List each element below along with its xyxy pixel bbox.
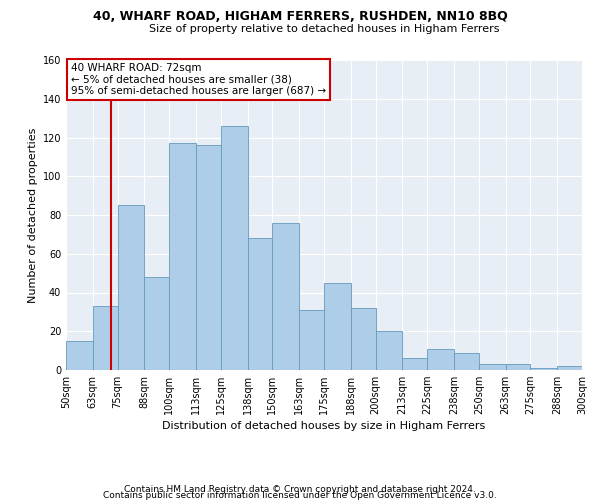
Bar	[454, 352, 479, 370]
X-axis label: Distribution of detached houses by size in Higham Ferrers: Distribution of detached houses by size …	[163, 422, 485, 432]
Title: Size of property relative to detached houses in Higham Ferrers: Size of property relative to detached ho…	[149, 24, 499, 34]
Bar	[506, 364, 530, 370]
Bar	[221, 126, 248, 370]
Text: 40, WHARF ROAD, HIGHAM FERRERS, RUSHDEN, NN10 8BQ: 40, WHARF ROAD, HIGHAM FERRERS, RUSHDEN,…	[92, 10, 508, 23]
Bar	[145, 277, 169, 370]
Bar	[66, 341, 93, 370]
Text: Contains HM Land Registry data © Crown copyright and database right 2024.: Contains HM Land Registry data © Crown c…	[124, 484, 476, 494]
Text: 40 WHARF ROAD: 72sqm
← 5% of detached houses are smaller (38)
95% of semi-detach: 40 WHARF ROAD: 72sqm ← 5% of detached ho…	[71, 63, 326, 96]
Bar	[376, 331, 403, 370]
Bar	[118, 206, 145, 370]
Bar	[479, 364, 506, 370]
Bar	[557, 366, 582, 370]
Y-axis label: Number of detached properties: Number of detached properties	[28, 128, 38, 302]
Bar	[93, 306, 118, 370]
Bar	[248, 238, 272, 370]
Bar	[403, 358, 427, 370]
Text: Contains public sector information licensed under the Open Government Licence v3: Contains public sector information licen…	[103, 491, 497, 500]
Bar	[427, 348, 454, 370]
Bar	[272, 223, 299, 370]
Bar	[169, 144, 196, 370]
Bar	[324, 283, 351, 370]
Bar	[196, 145, 221, 370]
Bar	[530, 368, 557, 370]
Bar	[351, 308, 376, 370]
Bar	[299, 310, 324, 370]
